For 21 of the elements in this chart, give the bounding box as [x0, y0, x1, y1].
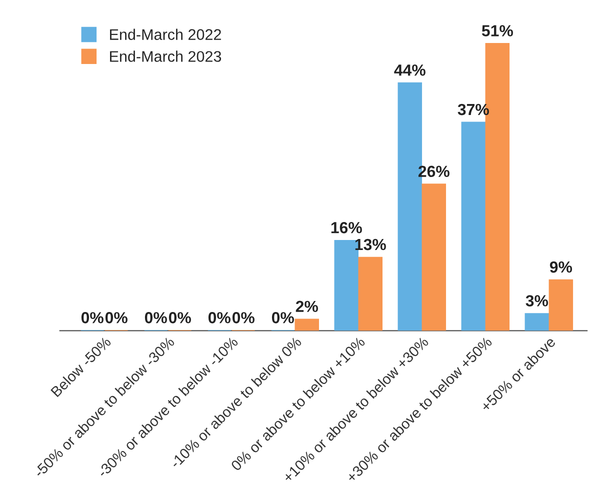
- bar: [461, 122, 486, 331]
- bar: [422, 184, 446, 331]
- data-label: 51%: [482, 25, 513, 36]
- bar: [294, 318, 320, 331]
- data-label: 2%: [296, 300, 318, 312]
- data-label: 9%: [550, 261, 572, 273]
- bar: [524, 313, 550, 331]
- data-label: 3%: [526, 295, 548, 306]
- data-label: 0%: [232, 312, 254, 324]
- data-label: 0%: [105, 312, 128, 324]
- bar: [358, 256, 383, 331]
- data-label: 0%: [81, 312, 104, 324]
- data-label: 0%: [144, 312, 167, 324]
- bar: [548, 279, 574, 331]
- legend-label: End-March 2022: [110, 28, 221, 40]
- data-label: 0%: [208, 312, 230, 324]
- data-label: 0%: [168, 312, 191, 324]
- data-label: 0%: [272, 312, 294, 324]
- data-label: 44%: [394, 64, 426, 76]
- data-label: 16%: [331, 222, 362, 234]
- legend-label: End-March 2023: [110, 50, 222, 62]
